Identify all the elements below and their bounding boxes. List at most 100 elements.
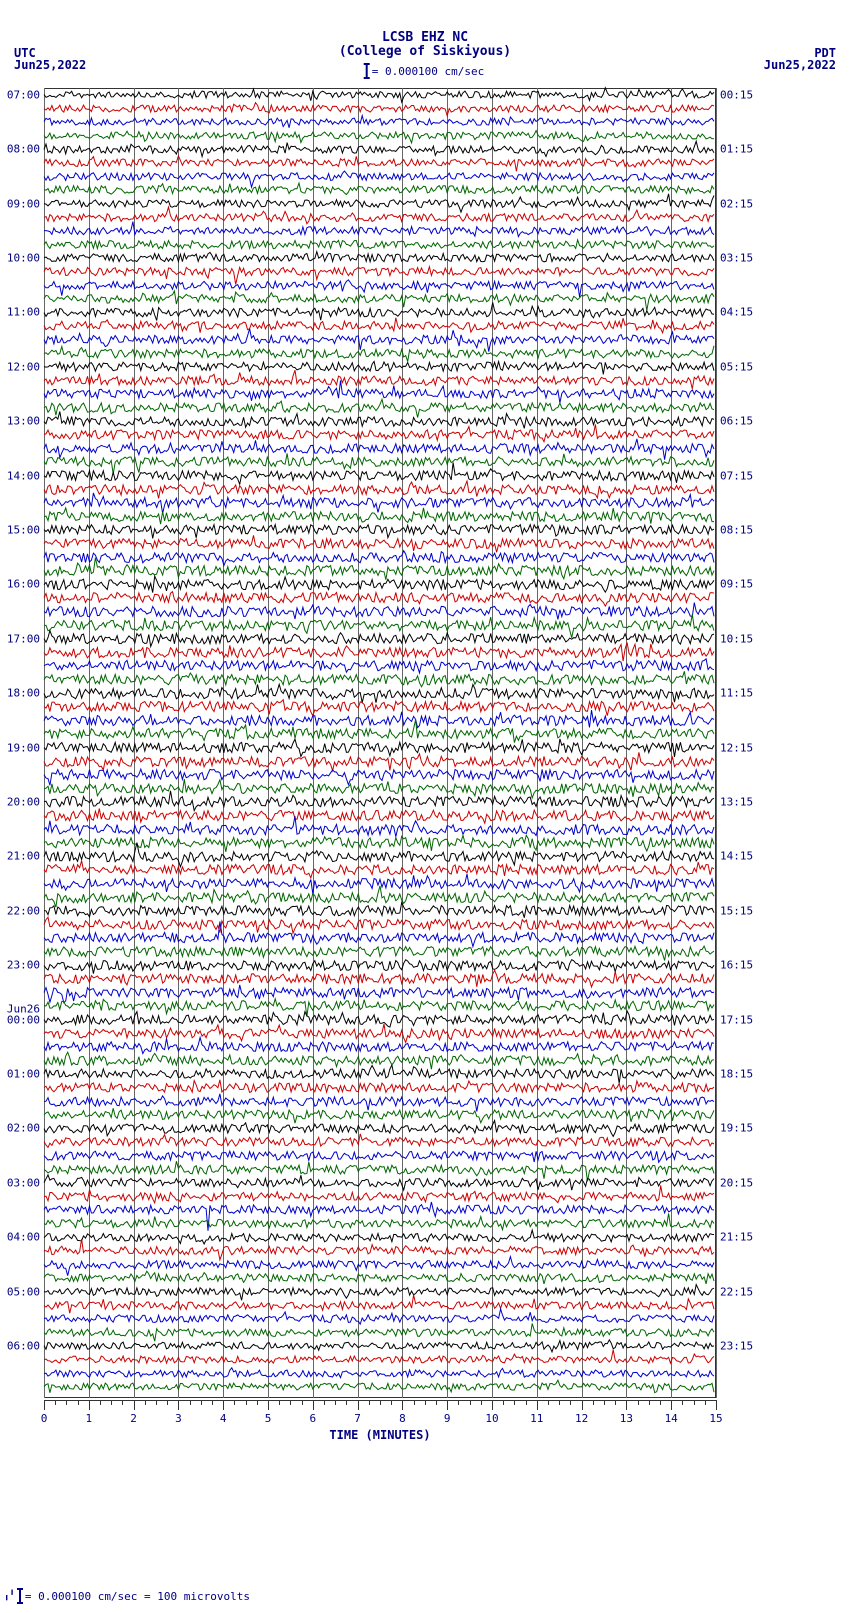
x-tick-major	[134, 1400, 135, 1410]
utc-hour-label: 05:00	[7, 1285, 40, 1298]
x-tick-minor	[638, 1400, 639, 1405]
x-tick-minor	[615, 1400, 616, 1405]
pdt-hour-label: 18:15	[720, 1068, 753, 1081]
footer-tick-icon: ╻╹	[4, 1591, 15, 1601]
x-tick-label: 10	[485, 1412, 498, 1425]
x-tick-minor	[324, 1400, 325, 1405]
utc-hour-label: 06:00	[7, 1340, 40, 1353]
scale-bar-icon	[366, 64, 368, 78]
x-tick-label: 11	[530, 1412, 543, 1425]
x-tick-major	[716, 1400, 717, 1410]
x-tick-minor	[111, 1400, 112, 1405]
x-tick-major	[537, 1400, 538, 1410]
x-tick-major	[447, 1400, 448, 1410]
footer-scale-bar-icon	[19, 1589, 21, 1603]
pdt-hour-label: 17:15	[720, 1013, 753, 1026]
utc-hour-label: 01:00	[7, 1068, 40, 1081]
utc-hour-label: 20:00	[7, 796, 40, 809]
x-tick-label: 6	[309, 1412, 316, 1425]
x-tick-label: 9	[444, 1412, 451, 1425]
utc-hour-label: 21:00	[7, 850, 40, 863]
x-tick-minor	[335, 1400, 336, 1405]
x-tick-minor	[470, 1400, 471, 1405]
x-tick-minor	[414, 1400, 415, 1405]
utc-hour-label: 14:00	[7, 469, 40, 482]
x-tick-minor	[369, 1400, 370, 1405]
x-tick-minor	[122, 1400, 123, 1405]
x-tick-minor	[649, 1400, 650, 1405]
x-tick-minor	[526, 1400, 527, 1405]
footer-scale-text: = 0.000100 cm/sec = 100 microvolts	[25, 1590, 250, 1603]
pdt-hour-label: 06:15	[720, 415, 753, 428]
x-tick-minor	[391, 1400, 392, 1405]
station-title: LCSB EHZ NC	[382, 30, 468, 45]
utc-hour-label: 11:00	[7, 306, 40, 319]
x-tick-label: 15	[709, 1412, 722, 1425]
x-tick-major	[268, 1400, 269, 1410]
x-tick-minor	[503, 1400, 504, 1405]
pdt-hour-label: 02:15	[720, 197, 753, 210]
x-tick-major	[178, 1400, 179, 1410]
pdt-hour-label: 20:15	[720, 1176, 753, 1189]
x-tick-minor	[604, 1400, 605, 1405]
x-tick-minor	[346, 1400, 347, 1405]
x-tick-minor	[290, 1400, 291, 1405]
x-tick-label: 12	[575, 1412, 588, 1425]
x-tick-minor	[548, 1400, 549, 1405]
x-tick-major	[492, 1400, 493, 1410]
x-tick-label: 3	[175, 1412, 182, 1425]
seismogram-plot: 07:0008:0009:0010:0011:0012:0013:0014:00…	[44, 88, 716, 1398]
pdt-hour-label: 09:15	[720, 578, 753, 591]
trace-row	[44, 1373, 716, 1400]
x-tick-minor	[246, 1400, 247, 1405]
utc-hour-label: 16:00	[7, 578, 40, 591]
utc-hour-label: 15:00	[7, 524, 40, 537]
pdt-hour-label: 12:15	[720, 741, 753, 754]
x-tick-minor	[66, 1400, 67, 1405]
utc-hour-label: 22:00	[7, 904, 40, 917]
x-tick-minor	[570, 1400, 571, 1405]
utc-hour-label: 17:00	[7, 632, 40, 645]
x-tick-label: 5	[265, 1412, 272, 1425]
x-tick-minor	[279, 1400, 280, 1405]
pdt-hour-label: 01:15	[720, 143, 753, 156]
pdt-hour-label: 23:15	[720, 1340, 753, 1353]
x-tick-minor	[234, 1400, 235, 1405]
x-tick-minor	[212, 1400, 213, 1405]
grid-line-vertical	[716, 88, 717, 1398]
x-tick-major	[582, 1400, 583, 1410]
utc-hour-label: 18:00	[7, 687, 40, 700]
pdt-hour-label: 08:15	[720, 524, 753, 537]
pdt-hour-label: 05:15	[720, 360, 753, 373]
x-tick-major	[671, 1400, 672, 1410]
utc-hour-label: 04:00	[7, 1231, 40, 1244]
x-tick-label: 8	[399, 1412, 406, 1425]
utc-hour-label: 08:00	[7, 143, 40, 156]
x-tick-minor	[257, 1400, 258, 1405]
x-tick-label: 13	[620, 1412, 633, 1425]
x-tick-label: 4	[220, 1412, 227, 1425]
utc-hour-label: 23:00	[7, 959, 40, 972]
x-tick-minor	[201, 1400, 202, 1405]
utc-hour-label: 12:00	[7, 360, 40, 373]
x-tick-minor	[156, 1400, 157, 1405]
x-tick-minor	[55, 1400, 56, 1405]
utc-hour-label: 02:00	[7, 1122, 40, 1135]
utc-hour-label: 10:00	[7, 252, 40, 265]
utc-hour-label: 19:00	[7, 741, 40, 754]
x-tick-minor	[705, 1400, 706, 1405]
x-tick-minor	[167, 1400, 168, 1405]
utc-hour-label: 00:00	[7, 1013, 40, 1026]
x-tick-minor	[593, 1400, 594, 1405]
pdt-hour-label: 22:15	[720, 1285, 753, 1298]
x-tick-minor	[380, 1400, 381, 1405]
pdt-hour-label: 13:15	[720, 796, 753, 809]
seismogram-container: UTC Jun25,2022 PDT Jun25,2022 LCSB EHZ N…	[0, 0, 850, 1613]
utc-hour-label: 07:00	[7, 88, 40, 101]
x-tick-minor	[559, 1400, 560, 1405]
x-tick-minor	[514, 1400, 515, 1405]
x-tick-label: 2	[130, 1412, 137, 1425]
scale-indicator: = 0.000100 cm/sec	[366, 64, 485, 78]
utc-hour-label: 13:00	[7, 415, 40, 428]
x-tick-minor	[436, 1400, 437, 1405]
